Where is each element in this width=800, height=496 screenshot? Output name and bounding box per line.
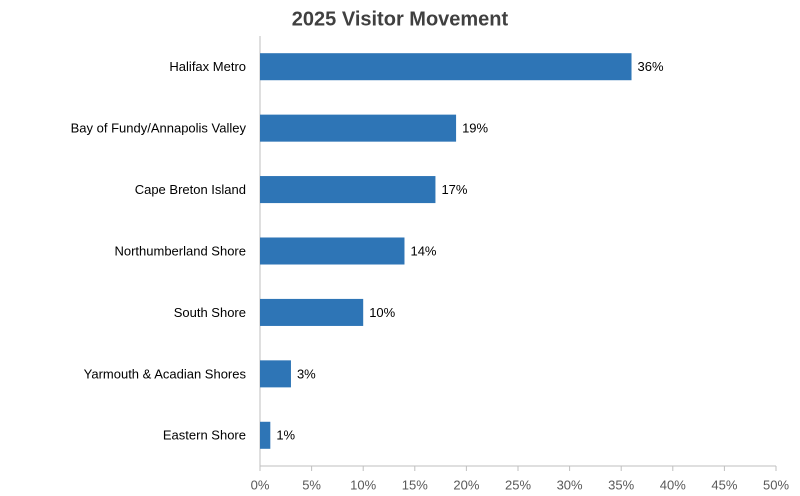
value-label: 10% bbox=[369, 305, 395, 320]
x-tick-label: 30% bbox=[557, 477, 583, 492]
y-tick-label: Halifax Metro bbox=[169, 59, 246, 74]
bar bbox=[260, 421, 271, 449]
y-tick-label: Bay of Fundy/Annapolis Valley bbox=[71, 121, 247, 136]
x-tick-label: 5% bbox=[302, 477, 321, 492]
bar bbox=[260, 53, 632, 81]
value-label: 19% bbox=[462, 121, 488, 136]
x-tick-label: 20% bbox=[453, 477, 479, 492]
bar bbox=[260, 237, 405, 265]
x-tick-label: 40% bbox=[660, 477, 686, 492]
x-tick-label: 50% bbox=[763, 477, 789, 492]
bar bbox=[260, 298, 364, 326]
x-tick-label: 45% bbox=[711, 477, 737, 492]
bar bbox=[260, 114, 457, 142]
bar bbox=[260, 176, 436, 204]
x-tick-label: 0% bbox=[251, 477, 270, 492]
x-tick-label: 35% bbox=[608, 477, 634, 492]
y-tick-label: Northumberland Shore bbox=[114, 243, 246, 258]
y-tick-label: Yarmouth & Acadian Shores bbox=[84, 366, 247, 381]
x-tick-label: 15% bbox=[402, 477, 428, 492]
value-label: 3% bbox=[297, 366, 316, 381]
value-label: 1% bbox=[276, 428, 295, 443]
y-tick-label: Cape Breton Island bbox=[135, 182, 246, 197]
x-tick-label: 25% bbox=[505, 477, 531, 492]
value-label: 36% bbox=[638, 59, 664, 74]
bar bbox=[260, 360, 291, 388]
y-tick-label: South Shore bbox=[174, 305, 246, 320]
y-tick-label: Eastern Shore bbox=[163, 428, 246, 443]
value-label: 14% bbox=[410, 243, 436, 258]
x-tick-label: 10% bbox=[350, 477, 376, 492]
chart-title: 2025 Visitor Movement bbox=[292, 8, 509, 30]
value-label: 17% bbox=[441, 182, 467, 197]
